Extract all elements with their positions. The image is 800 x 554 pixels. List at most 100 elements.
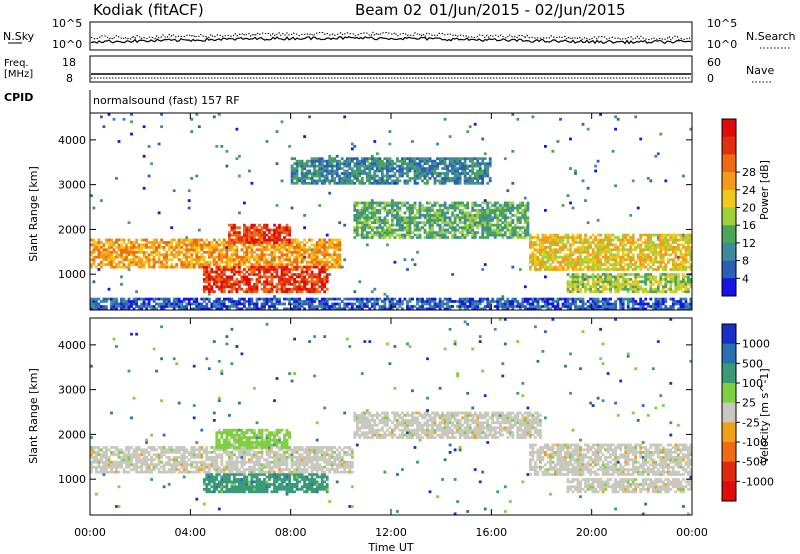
heatmap-cell [358,169,362,173]
heatmap-cell [488,164,492,168]
heatmap-cell [381,179,384,183]
heatmap-cell [295,280,299,284]
heatmap-cell [343,307,347,311]
heatmap-cell [220,265,224,269]
heatmap-cell [483,228,487,232]
heatmap-cell [320,300,324,303]
heatmap-cell [664,233,668,237]
heatmap-cell [614,285,618,289]
heatmap-cell [278,233,281,237]
heatmap-cell [137,260,141,264]
heatmap-cell [483,174,487,178]
heatmap-cell [273,248,276,252]
heatmap-cell [162,253,166,257]
heatmap-cell [438,223,442,227]
heatmap-cell [127,268,131,271]
heatmap-cell [443,231,447,234]
heatmap-cell [611,282,615,286]
heatmap-cell [564,302,567,306]
heatmap-cell [609,282,613,286]
heatmap-cell [373,226,377,230]
heatmap-cell [564,260,567,264]
heatmap-cell [418,236,422,239]
heatmap-cell [446,206,450,210]
heatmap-cell [170,265,174,269]
heatmap-cell [511,300,515,303]
heatmap-cell [589,260,593,264]
heatmap-cell [466,233,470,237]
heatmap-cell [526,300,530,303]
nsky-tick-top: 10^5 [52,17,82,30]
heatmap-cell [378,211,382,215]
heatmap-cell [624,278,628,281]
heatmap-cell [606,307,610,311]
heatmap-cell [639,307,643,311]
heatmap-cell [300,278,304,281]
heatmap-cell [674,263,678,266]
heatmap-cell [636,273,640,276]
heatmap-cell [571,260,575,264]
heatmap-cell [483,307,487,311]
heatmap-cell [581,179,585,183]
heatmap-cell [458,204,462,207]
heatmap-cell [531,115,535,119]
heatmap-cell [222,302,226,306]
heatmap-cell [258,255,261,259]
heatmap-cell [654,268,658,271]
heatmap-cell [298,287,302,291]
heatmap-cell [413,263,417,266]
heatmap-cell [458,177,462,180]
heatmap-cell [586,275,590,279]
heatmap-cell [220,278,224,281]
heatmap-cell [401,302,404,306]
heatmap-cell [263,248,266,252]
heatmap-cell [358,181,362,185]
heatmap-cell [631,282,635,286]
heatmap-cell [152,243,156,247]
heatmap-cell [471,162,475,166]
heatmap-cell [350,174,354,178]
heatmap-cell [172,302,176,306]
heatmap-cell [333,157,337,161]
heatmap-cell [611,285,615,289]
heatmap-cell [273,241,276,244]
heatmap-cell [621,243,625,247]
heatmap-cell [217,250,221,254]
heatmap-cell [300,241,304,244]
heatmap-cell [478,300,482,303]
heatmap-cell [381,169,384,173]
heatmap-cell [300,181,304,185]
heatmap-cell [120,302,123,306]
heatmap-cell [313,181,317,185]
heatmap-cell [576,246,580,249]
heatmap-cell [145,255,149,259]
heatmap-cell [220,253,224,257]
heatmap-cell [275,231,279,234]
heatmap-cell [391,174,394,178]
heatmap-cell [258,280,261,284]
heatmap-cell [381,172,384,175]
heatmap-cell [421,302,424,306]
heatmap-cell [233,238,236,242]
heatmap-cell [355,233,359,237]
heatmap-cell [551,260,555,264]
heatmap-cell [250,231,254,234]
heatmap-cell [621,280,625,284]
heatmap-cell [222,282,226,286]
heatmap-cell [393,179,397,183]
heatmap-cell [651,260,655,264]
heatmap-cell [117,140,121,143]
heatmap-cell [298,179,302,183]
heatmap-cell [426,174,429,178]
heatmap-cell [453,157,457,161]
heatmap-cell [318,238,322,242]
heatmap-cell [574,248,577,252]
heatmap-cell [571,273,575,276]
heatmap-cell [355,300,359,303]
heatmap-cell [215,285,219,289]
heatmap-cell [621,307,625,311]
heatmap-cell [418,201,422,205]
heatmap-cell [330,241,334,244]
heatmap-cell [378,216,382,220]
heatmap-cell [233,270,236,274]
